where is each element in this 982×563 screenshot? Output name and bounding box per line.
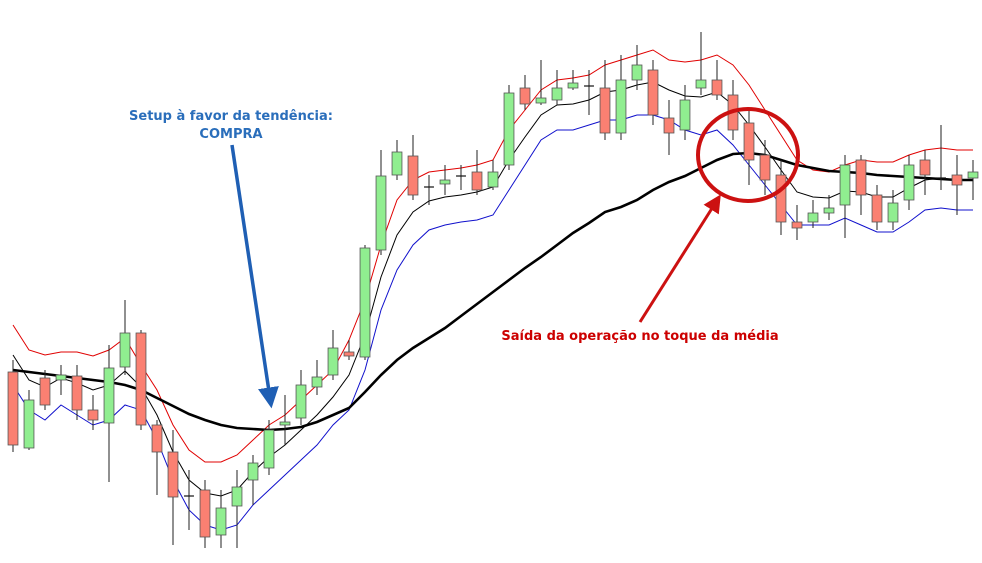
candle-body (487, 171, 499, 188)
candle-body (71, 375, 83, 411)
candle-body (55, 374, 67, 381)
candle-body (551, 87, 563, 101)
candle-body (375, 175, 387, 251)
candle-body (871, 194, 883, 223)
annotation-arrow (638, 194, 721, 323)
candle-body (199, 489, 211, 538)
candle-body (919, 159, 931, 176)
candle-body (887, 202, 899, 223)
candle-body (359, 247, 371, 358)
candle-body (679, 99, 691, 131)
candle-body (39, 377, 51, 406)
candle-body (231, 486, 243, 507)
candle-body (263, 429, 275, 469)
candle-body (391, 151, 403, 176)
candle-body (151, 424, 163, 453)
candle-body (311, 376, 323, 388)
candle-body (663, 117, 675, 134)
candle-body (247, 462, 259, 481)
candle-body (951, 174, 963, 186)
candle-body (535, 97, 547, 104)
indicator-line (12, 151, 973, 432)
candle-body (775, 174, 787, 223)
candle-body (903, 164, 915, 201)
candle-body (855, 159, 867, 196)
candle-body (279, 421, 291, 426)
candle-body (439, 179, 451, 185)
annotation-text: COMPRA (199, 127, 262, 142)
candle-body (295, 384, 307, 419)
candle-body (23, 399, 35, 449)
candle-body (759, 154, 771, 181)
candle-body (119, 332, 131, 368)
candle-body (407, 155, 419, 196)
candle-body (7, 371, 19, 446)
candle-body (695, 79, 707, 89)
candle-body (519, 87, 531, 105)
candle-body (135, 332, 147, 426)
candle-body (599, 87, 611, 134)
annotation-text: Saída da operação no toque da média (501, 329, 778, 344)
annotation-arrow (230, 144, 279, 409)
annotation-text: Setup à favor da tendência: (129, 109, 333, 124)
candle-body (807, 212, 819, 223)
annotation-circle (696, 107, 800, 203)
candle-body (103, 367, 115, 424)
candle-body (791, 221, 803, 229)
candle-body (567, 82, 579, 89)
candle-body (967, 171, 979, 179)
candle-body (471, 171, 483, 191)
candle-body (615, 79, 627, 134)
candle-body (839, 164, 851, 206)
candle-body (711, 79, 723, 96)
candle-body (647, 69, 659, 116)
candle-body (823, 207, 835, 214)
candle-body (215, 507, 227, 536)
candle-body (631, 64, 643, 81)
candle-body (167, 451, 179, 498)
candle-body (87, 409, 99, 421)
candle-body (743, 122, 755, 161)
candle-body (343, 351, 355, 357)
candle-body (503, 92, 515, 166)
candle-body (327, 347, 339, 376)
